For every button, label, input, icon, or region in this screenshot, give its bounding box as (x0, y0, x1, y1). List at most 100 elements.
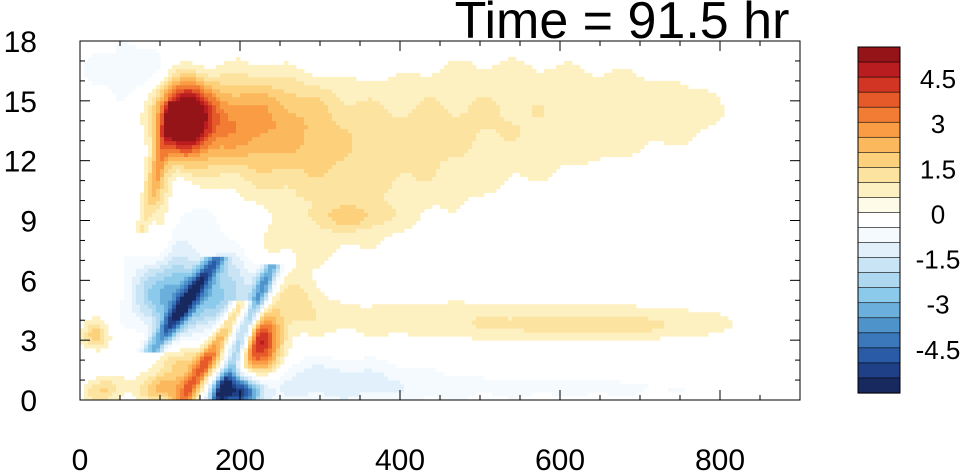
contour-cell (368, 200, 373, 205)
contour-cell (204, 372, 209, 377)
contour-cell (136, 224, 141, 229)
contour-cell (272, 392, 277, 397)
contour-cell (404, 328, 409, 333)
contour-cell (504, 320, 509, 325)
contour-cell (612, 332, 617, 337)
contour-cell (376, 152, 381, 158)
contour-cell (228, 372, 233, 377)
contour-cell (576, 388, 581, 393)
contour-cell (504, 172, 509, 178)
contour-cell (568, 392, 573, 397)
contour-cell (192, 148, 197, 154)
contour-cell (220, 272, 225, 277)
contour-cell (384, 312, 389, 317)
contour-cell (148, 156, 153, 162)
contour-cell (352, 148, 357, 154)
contour-cell (216, 224, 221, 229)
contour-cell (316, 296, 321, 301)
contour-cell (288, 140, 293, 146)
contour-cell (696, 312, 701, 317)
contour-cell (500, 316, 505, 321)
contour-cell (480, 156, 485, 162)
contour-cell (416, 304, 421, 309)
contour-cell (236, 156, 241, 162)
contour-cell (444, 164, 449, 170)
contour-cell (324, 232, 329, 237)
contour-cell (392, 228, 397, 233)
contour-cell (564, 384, 569, 389)
contour-cell (556, 156, 561, 162)
contour-cell (124, 388, 129, 393)
contour-cell (548, 168, 553, 174)
contour-cell (168, 176, 173, 182)
contour-cell (252, 336, 257, 341)
contour-cell (308, 236, 313, 241)
contour-cell (372, 196, 377, 201)
contour-cell (560, 152, 565, 158)
contour-cell (164, 172, 169, 178)
contour-cell (324, 184, 329, 189)
contour-cell (252, 280, 257, 285)
contour-cell (688, 312, 693, 317)
contour-cell (648, 324, 653, 329)
contour-cell (236, 308, 241, 313)
contour-cell (400, 156, 405, 162)
contour-cell (536, 176, 541, 182)
contour-cell (144, 336, 149, 341)
contour-cell (148, 168, 153, 174)
contour-cell (372, 360, 377, 365)
contour-cell (232, 280, 237, 285)
contour-cell (468, 160, 473, 166)
contour-cell (300, 320, 305, 325)
contour-cell (372, 332, 377, 337)
contour-cell (164, 392, 169, 397)
contour-cell (300, 264, 305, 269)
contour-cell (180, 248, 185, 253)
contour-cell (724, 324, 729, 329)
contour-cell (396, 304, 401, 309)
contour-cell (292, 304, 297, 309)
contour-cell (364, 376, 369, 381)
contour-cell (268, 192, 273, 197)
contour-cell (216, 336, 221, 341)
contour-cell (428, 376, 433, 381)
contour-cell (384, 192, 389, 197)
contour-cell (356, 176, 361, 182)
contour-cell (164, 160, 169, 166)
contour-cell (412, 212, 417, 217)
contour-cell (184, 268, 189, 273)
contour-cell (348, 224, 353, 229)
contour-cell (348, 172, 353, 178)
contour-cell (200, 284, 205, 289)
contour-cell (320, 228, 325, 233)
contour-cell (140, 192, 145, 197)
contour-cell (276, 388, 281, 393)
contour-cell (192, 164, 197, 170)
contour-cell (220, 392, 225, 397)
contour-cell (208, 292, 213, 297)
contour-cell (248, 296, 253, 301)
contour-cell (500, 164, 505, 170)
contour-cell (188, 164, 193, 170)
contour-cell (276, 276, 281, 281)
contour-cell (264, 160, 269, 166)
contour-cell (516, 160, 521, 166)
contour-cell (360, 308, 365, 313)
contour-cell (280, 340, 285, 345)
contour-cell (536, 316, 541, 321)
contour-cell (396, 156, 401, 162)
contour-cell (184, 256, 189, 261)
contour-cell (700, 328, 705, 333)
contour-cell (452, 160, 457, 166)
contour-cell (264, 144, 269, 150)
contour-cell (300, 164, 305, 170)
contour-cell (360, 148, 365, 154)
contour-cell (356, 392, 361, 397)
contour-cell (188, 296, 193, 301)
contour-cell (248, 280, 253, 285)
contour-cell (260, 156, 265, 162)
contour-cell (436, 188, 441, 193)
contour-cell (180, 284, 185, 289)
contour-cell (388, 228, 393, 233)
contour-cell (396, 208, 401, 213)
